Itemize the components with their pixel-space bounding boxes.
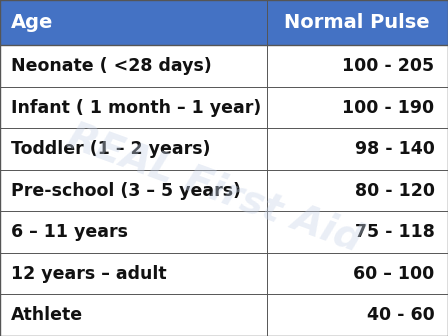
Text: Infant ( 1 month – 1 year): Infant ( 1 month – 1 year) bbox=[11, 99, 262, 117]
Text: 75 - 118: 75 - 118 bbox=[355, 223, 435, 241]
Text: 6 – 11 years: 6 – 11 years bbox=[11, 223, 128, 241]
Text: Age: Age bbox=[11, 13, 54, 32]
Text: 80 - 120: 80 - 120 bbox=[354, 182, 435, 200]
Text: Athlete: Athlete bbox=[11, 306, 83, 324]
Bar bbox=[0, 45, 448, 87]
Text: Normal Pulse: Normal Pulse bbox=[284, 13, 430, 32]
Text: 60 – 100: 60 – 100 bbox=[353, 265, 435, 283]
Text: 100 - 190: 100 - 190 bbox=[342, 99, 435, 117]
Bar bbox=[0, 253, 448, 294]
Bar bbox=[0, 87, 448, 128]
Text: REAL First Aid: REAL First Aid bbox=[63, 117, 367, 259]
Bar bbox=[0, 0, 448, 45]
Bar bbox=[0, 170, 448, 211]
Text: 12 years – adult: 12 years – adult bbox=[11, 265, 167, 283]
Text: 100 - 205: 100 - 205 bbox=[342, 57, 435, 75]
Text: 98 - 140: 98 - 140 bbox=[355, 140, 435, 158]
Text: Toddler (1 – 2 years): Toddler (1 – 2 years) bbox=[11, 140, 211, 158]
Text: 40 - 60: 40 - 60 bbox=[367, 306, 435, 324]
Bar bbox=[0, 211, 448, 253]
Text: Pre-school (3 – 5 years): Pre-school (3 – 5 years) bbox=[11, 182, 241, 200]
Bar bbox=[0, 294, 448, 336]
Text: Neonate ( <28 days): Neonate ( <28 days) bbox=[11, 57, 212, 75]
Bar bbox=[0, 128, 448, 170]
